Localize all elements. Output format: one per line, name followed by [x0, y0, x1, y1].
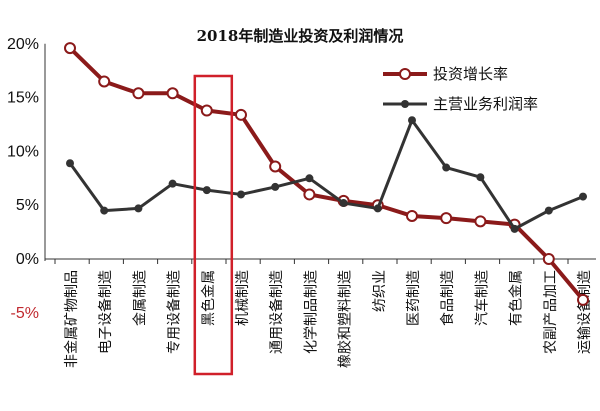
legend-marker — [401, 100, 409, 108]
y-tick-label: 0% — [16, 251, 39, 268]
x-axis: 非金属矿物制品 电子设备制造 金属制造 专用设备制造 黑色金属 机械制造 通用设备制造 化学制… — [45, 258, 596, 368]
data-point — [305, 174, 314, 183]
data-point — [200, 104, 213, 117]
x-tick-label: 化学制品制造 — [303, 270, 319, 354]
series-line — [68, 118, 584, 231]
x-tick-label: 黑色金属 — [200, 270, 217, 326]
data-point — [100, 206, 109, 215]
chart-title: 2018年制造业投资及利润情况 — [197, 27, 404, 45]
x-tick-label: 运输设备制造 — [576, 270, 593, 354]
x-tick-label: 金属制造 — [132, 270, 148, 326]
data-point — [510, 224, 519, 233]
data-point — [408, 116, 416, 125]
data-point — [474, 215, 487, 228]
data-point — [542, 253, 555, 265]
x-tick-label: 通用设备制造 — [268, 270, 285, 354]
x-tick-label: 纺织业 — [372, 270, 388, 312]
series-layer — [64, 42, 589, 306]
legend-entry: 主营业务利润率 — [383, 95, 538, 113]
y-tick-label: 10% — [7, 143, 39, 160]
data-point — [166, 87, 179, 100]
y-axis: 20% 15% 10% 5% 0% -5% — [7, 36, 46, 322]
series-2 — [66, 116, 587, 233]
x-tick-label: 电子设备制造 — [97, 270, 114, 354]
legend-label: 主营业务利润率 — [433, 95, 538, 113]
data-point — [269, 160, 282, 173]
y-tick-label: 15% — [7, 90, 39, 107]
x-tick-label: 医药制造 — [406, 270, 422, 326]
data-point — [64, 42, 76, 55]
x-tick-label: 食品制造 — [439, 270, 456, 326]
data-point — [134, 204, 143, 213]
data-point — [132, 87, 145, 100]
x-tick-label: 有色金属 — [508, 270, 525, 326]
data-point — [577, 293, 589, 306]
y-tick-label: 5% — [16, 197, 39, 214]
data-point — [237, 190, 245, 199]
y-tick-label: 20% — [7, 36, 39, 53]
x-tick-label: 机械制造 — [235, 270, 251, 326]
series-1 — [64, 42, 589, 306]
data-point — [303, 188, 316, 201]
x-tick-label: 汽车制造 — [473, 270, 490, 326]
x-tick-label: 橡胶和塑料制造 — [337, 270, 354, 368]
data-point — [373, 204, 382, 213]
series-line — [68, 46, 585, 302]
data-point — [271, 182, 280, 191]
highlight-box — [193, 74, 234, 376]
legend-label: 投资增长率 — [433, 65, 508, 83]
data-point — [440, 212, 453, 225]
data-point — [476, 173, 485, 182]
data-point — [406, 209, 418, 222]
data-point — [235, 108, 247, 121]
data-point — [544, 206, 553, 215]
legend-marker — [399, 68, 411, 80]
data-point — [442, 163, 451, 172]
x-tick-label: 农副产品加工 — [543, 270, 559, 354]
x-tick-label: 专用设备制造 — [166, 270, 183, 354]
data-point — [339, 199, 348, 208]
data-point — [202, 186, 211, 195]
legend-entry: 投资增长率 — [383, 65, 508, 83]
x-tick-label: 非金属矿物制品 — [64, 270, 80, 368]
data-point — [168, 179, 177, 188]
data-point — [579, 192, 587, 201]
data-point — [98, 75, 111, 88]
data-point — [66, 159, 74, 168]
y-tick-label: -5% — [11, 305, 39, 322]
